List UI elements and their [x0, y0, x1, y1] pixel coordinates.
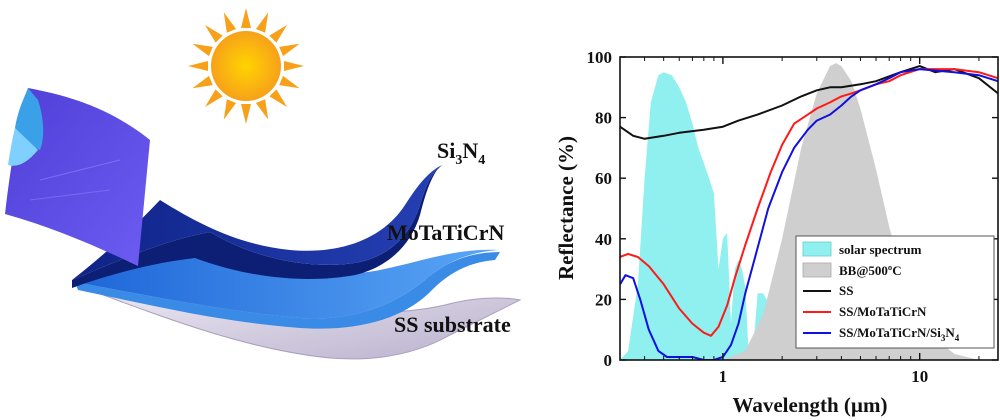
legend-item-ss-motaticrn: SS/MoTaTiCrN [803, 304, 927, 319]
axis-ticks: 0 20 40 60 80 100 1 10 [587, 48, 998, 386]
svg-text:SS: SS [839, 283, 853, 298]
sample-photo [5, 88, 150, 266]
y-tick-label: 40 [595, 230, 612, 249]
y-axis-title: Reflectance (%) [554, 136, 578, 280]
plot-frame [619, 56, 999, 361]
legend: solar spectrum BB@500ºC SS SS/MoTaTiCrN … [795, 235, 995, 349]
series-ss-motaticrn-si3n4-line [620, 68, 998, 360]
svg-text:SS/MoTaTiCrN/Si3N4: SS/MoTaTiCrN/Si3N4 [839, 325, 960, 343]
series-bb-500-c-area [722, 63, 998, 360]
chart-lines [620, 65, 998, 360]
y-tick-label: 60 [595, 169, 612, 188]
label-si3n4: Si3N4 [437, 138, 485, 168]
legend-item-ss: SS [803, 283, 853, 298]
series-ss-motaticrn-line [620, 68, 998, 337]
legend-item-bb: BB@500ºC [802, 262, 902, 278]
si3n4-surface [72, 165, 442, 280]
svg-text:BB@500ºC: BB@500ºC [839, 263, 902, 278]
sun-icon [188, 8, 304, 124]
y-tick-label: 100 [587, 48, 613, 67]
legend-item-solar: solar spectrum [802, 241, 922, 257]
label-motaticrn: MoTaTiCrN [387, 220, 504, 245]
y-tick-label: 0 [604, 351, 613, 370]
chart: 0 20 40 60 80 100 1 10 Reflectance (%) Waveleng… [554, 48, 999, 417]
motaticrn-layer [75, 252, 500, 329]
y-tick-label: 80 [595, 109, 612, 128]
svg-text:solar spectrum: solar spectrum [839, 242, 922, 257]
svg-text:SS/MoTaTiCrN: SS/MoTaTiCrN [839, 304, 927, 319]
x-axis-title: Wavelength (µm) [733, 393, 888, 417]
x-tick-label: 1 [719, 367, 728, 386]
x-tick-label: 10 [911, 367, 928, 386]
label-substrate: SS substrate [394, 312, 511, 337]
legend-item-ss-motaticrn-si3n4: SS/MoTaTiCrN/Si3N4 [803, 325, 960, 343]
si3n4-layer [72, 165, 442, 288]
illustration: Si3N4 MoTaTiCrN SS substrate [5, 8, 522, 360]
y-tick-label: 20 [595, 290, 612, 309]
